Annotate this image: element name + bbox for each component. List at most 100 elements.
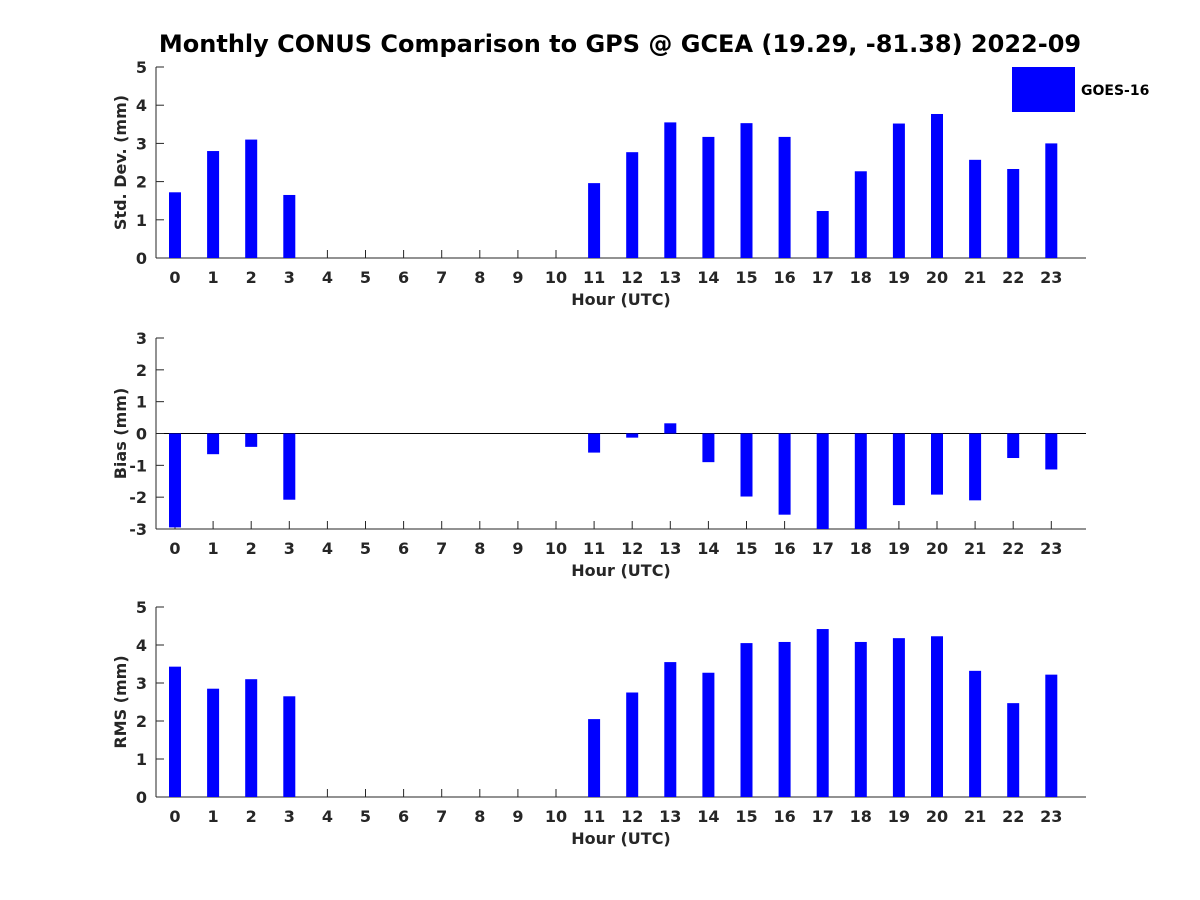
std_dev-bar	[207, 151, 220, 258]
rms-ytick-label: 3	[136, 674, 147, 693]
std_dev-xtick-label: 12	[621, 268, 643, 287]
rms-ytick-label: 5	[136, 598, 147, 617]
std_dev-xlabel: Hour (UTC)	[571, 290, 671, 309]
rms-bar	[702, 672, 715, 797]
std_dev-xtick-label: 4	[322, 268, 333, 287]
std_dev-ylabel: Std. Dev. (mm)	[111, 95, 130, 230]
rms-bar	[931, 636, 943, 797]
bias-xtick-label: 8	[474, 539, 485, 558]
rms-ytick-label: 2	[136, 712, 147, 731]
rms-xtick-label: 5	[360, 807, 371, 826]
bias-xtick-label: 17	[812, 539, 834, 558]
std_dev-xtick-label: 6	[398, 268, 409, 287]
rms-xlabel: Hour (UTC)	[571, 829, 671, 848]
rms-xtick-label: 12	[621, 807, 643, 826]
bias-ytick-label: 0	[136, 425, 147, 444]
std_dev-xtick-label: 21	[964, 268, 986, 287]
rms-xtick-label: 0	[169, 807, 180, 826]
rms-bar	[245, 679, 258, 797]
bias-bar	[283, 433, 296, 500]
std_dev-xtick-label: 0	[169, 268, 180, 287]
std_dev-bar	[854, 171, 867, 258]
legend-swatch	[1012, 67, 1075, 112]
bias-bar	[1007, 433, 1020, 459]
std_dev-bar	[588, 183, 601, 258]
rms-xtick-label: 18	[850, 807, 872, 826]
std_dev-bar	[892, 123, 905, 258]
rms-bar	[283, 696, 296, 797]
rms-bar	[626, 692, 639, 797]
bias-ylabel: Bias (mm)	[111, 388, 130, 480]
bias-xtick-label: 5	[360, 539, 371, 558]
rms-bar	[207, 688, 220, 797]
rms-xtick-label: 22	[1002, 807, 1024, 826]
std_dev-ytick-label: 2	[136, 173, 147, 192]
bias-ytick-label: -1	[129, 456, 147, 475]
rms-bar	[854, 641, 867, 797]
std_dev-xtick-label: 11	[583, 268, 605, 287]
std_dev-bar	[245, 139, 258, 258]
bias-xtick-label: 3	[284, 539, 295, 558]
std_dev-xtick-label: 19	[888, 268, 910, 287]
rms-ytick-label: 4	[136, 636, 147, 655]
bias-xlabel: Hour (UTC)	[571, 561, 671, 580]
bias-xtick-label: 22	[1002, 539, 1024, 558]
std_dev-xtick-label: 15	[735, 268, 757, 287]
bias-bar	[969, 433, 982, 501]
bias-xtick-label: 16	[773, 539, 795, 558]
std_dev-xtick-label: 14	[697, 268, 719, 287]
rms-bar	[969, 670, 982, 797]
bias-xtick-label: 9	[512, 539, 523, 558]
rms-xtick-label: 6	[398, 807, 409, 826]
bias-xtick-label: 21	[964, 539, 986, 558]
bias-xtick-label: 14	[697, 539, 719, 558]
rms-bar	[588, 719, 601, 797]
bias-ytick-label: 3	[136, 329, 147, 348]
bias-xtick-label: 23	[1040, 539, 1062, 558]
std_dev-xtick-label: 22	[1002, 268, 1024, 287]
rms-bar	[740, 643, 753, 797]
std_dev-bar	[702, 136, 715, 258]
std_dev-bar	[969, 159, 982, 258]
rms-xtick-label: 16	[773, 807, 795, 826]
bias-bar	[207, 433, 220, 455]
bias-bar	[702, 433, 715, 463]
std_dev-bar	[283, 194, 296, 258]
std_dev-bar	[816, 211, 829, 258]
std_dev-xtick-label: 2	[246, 268, 257, 287]
bias-xtick-label: 6	[398, 539, 409, 558]
std_dev-xtick-label: 23	[1040, 268, 1062, 287]
rms-xtick-label: 3	[284, 807, 295, 826]
std_dev-ytick-label: 5	[136, 58, 147, 77]
rms-bar	[778, 641, 791, 797]
legend-label: GOES-16	[1081, 83, 1149, 99]
bias-bar	[169, 433, 181, 528]
bias-xtick-label: 20	[926, 539, 948, 558]
std_dev-xtick-label: 3	[284, 268, 295, 287]
bias-bar	[854, 433, 867, 529]
rms-xtick-label: 9	[512, 807, 523, 826]
std_dev-xtick-label: 13	[659, 268, 681, 287]
std_dev-ytick-label: 0	[136, 249, 147, 268]
bias-xtick-label: 2	[246, 539, 257, 558]
bias-xtick-label: 1	[208, 539, 219, 558]
std_dev-xtick-label: 20	[926, 268, 948, 287]
std_dev-xtick-label: 18	[850, 268, 872, 287]
rms-xtick-label: 7	[436, 807, 447, 826]
bias-xtick-label: 19	[888, 539, 910, 558]
bias-xtick-label: 10	[545, 539, 567, 558]
bias-bar	[892, 433, 905, 506]
rms-bar	[169, 666, 181, 797]
bias-xtick-label: 15	[735, 539, 757, 558]
std_dev-bar	[1045, 143, 1058, 258]
rms-bar	[892, 638, 905, 797]
bias-xtick-label: 4	[322, 539, 333, 558]
bias-xtick-label: 7	[436, 539, 447, 558]
rms-xtick-label: 14	[697, 807, 719, 826]
bias-xtick-label: 12	[621, 539, 643, 558]
bias-ytick-label: 2	[136, 361, 147, 380]
rms-ytick-label: 0	[136, 788, 147, 807]
bias-bar	[816, 433, 829, 529]
std_dev-xtick-label: 1	[208, 268, 219, 287]
